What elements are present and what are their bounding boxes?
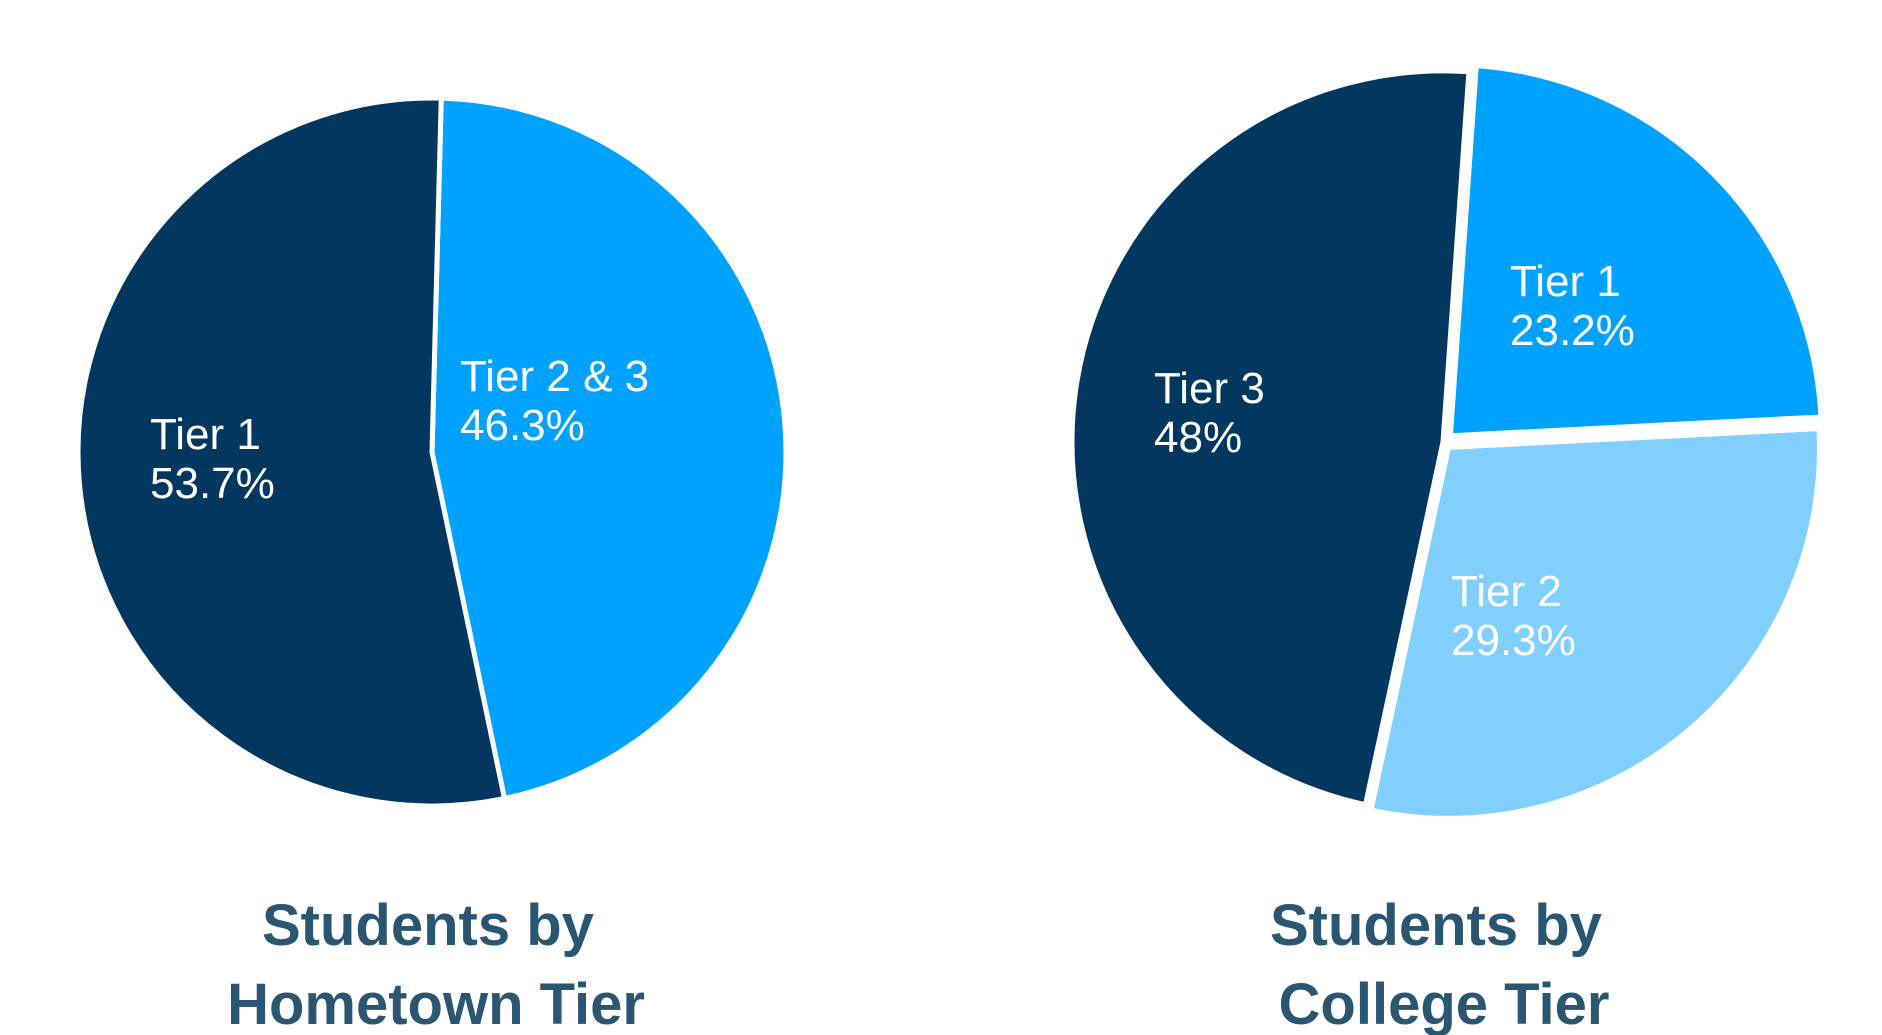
slice-label-college-tier-2-value: 29.3% <box>1451 616 1576 665</box>
slice-label-tier-2-3-name: Tier 2 & 3 <box>460 352 649 401</box>
slice-label-college-tier-2: Tier 2 29.3% <box>1451 567 1576 665</box>
pie-slice-college-tier-2[interactable] <box>1368 425 1823 821</box>
slice-label-college-tier-3-value: 48% <box>1154 413 1242 462</box>
slice-label-tier-2-3-value: 46.3% <box>460 401 585 450</box>
pie-slice-college-tier-1[interactable] <box>1447 62 1824 439</box>
slice-label-college-tier-1: Tier 1 23.2% <box>1510 257 1635 355</box>
chart-title-hometown: Students by Hometown Tier <box>227 893 645 1035</box>
slice-label-tier-2-3: Tier 2 & 3 46.3% <box>460 352 661 450</box>
slice-label-tier-1-name: Tier 1 <box>150 410 261 459</box>
pie-slice-tier-2-3[interactable] <box>429 95 789 802</box>
chart-title-hometown-line-1: Students by <box>262 893 594 958</box>
pie-slice-college-tier-3[interactable] <box>1069 68 1472 808</box>
chart-title-hometown-line-2: Hometown Tier <box>227 972 645 1035</box>
slice-label-college-tier-3: Tier 3 48% <box>1154 364 1277 462</box>
slice-label-college-tier-2-name: Tier 2 <box>1451 567 1562 616</box>
slice-label-tier-1-value: 53.7% <box>150 459 275 508</box>
chart-title-college-line-2: College Tier <box>1279 972 1610 1035</box>
slice-label-college-tier-1-name: Tier 1 <box>1510 257 1621 306</box>
pie-slice-tier-1[interactable] <box>75 95 508 809</box>
hometown-tier-pie-chart: Tier 2 & 3 46.3% Tier 1 53.7% Students b… <box>75 95 789 1035</box>
slice-label-college-tier-3-name: Tier 3 <box>1154 364 1265 413</box>
college-tier-pie-chart: Tier 1 23.2% Tier 2 29.3% Tier 3 48% Stu… <box>1069 62 1824 1035</box>
slice-label-tier-1: Tier 1 53.7% <box>150 410 275 508</box>
slice-label-college-tier-1-value: 23.2% <box>1510 306 1635 355</box>
chart-title-college-line-1: Students by <box>1270 893 1602 958</box>
chart-title-college: Students by College Tier <box>1270 893 1618 1035</box>
